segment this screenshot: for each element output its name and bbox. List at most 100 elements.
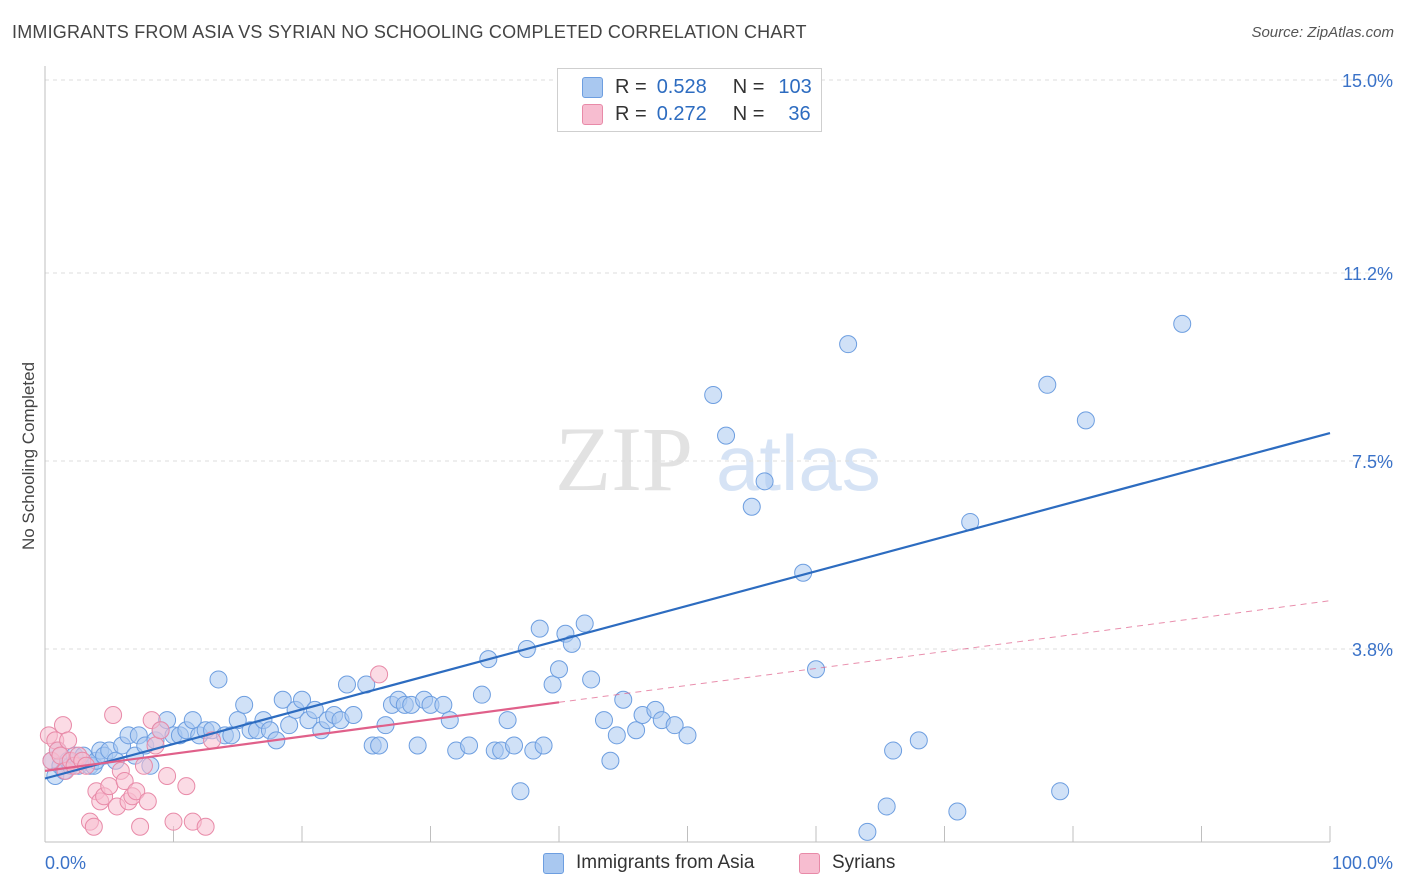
- syrian-point: [84, 817, 103, 836]
- asia-point: [1051, 782, 1070, 801]
- asia-point: [1076, 411, 1095, 430]
- bottom-legend-label: Immigrants from Asia: [576, 852, 755, 873]
- syrian-trend-extension: [558, 600, 1331, 703]
- legend-r-label: R =: [615, 75, 647, 98]
- asia-point: [1038, 375, 1057, 394]
- asia-point: [408, 736, 427, 755]
- asia-point: [582, 670, 601, 689]
- syrian-trend-line: [44, 701, 560, 772]
- asia-point: [704, 385, 723, 404]
- asia-point: [755, 472, 774, 491]
- syrian-point: [158, 766, 177, 785]
- syrian-point: [177, 777, 196, 796]
- asia-point: [717, 426, 736, 445]
- bottom-legend-syrians: Syrians: [799, 852, 895, 874]
- syrian-point: [131, 817, 150, 836]
- gridlines: [45, 79, 1395, 650]
- syrian-point: [100, 777, 119, 796]
- syrian-point: [134, 756, 153, 775]
- asia-point: [440, 711, 459, 730]
- asia-point: [370, 736, 389, 755]
- syrian-point: [370, 665, 389, 684]
- asia-point: [678, 726, 697, 745]
- asia-point: [550, 660, 568, 679]
- asia-point: [344, 706, 363, 724]
- syrian-point: [196, 817, 215, 836]
- syrian-point: [151, 721, 170, 740]
- asia-point: [183, 711, 202, 730]
- x-tick-label: 100.0%: [1332, 853, 1393, 873]
- syrian-point: [164, 812, 183, 831]
- asia-point: [460, 736, 479, 755]
- axes: [44, 66, 1331, 843]
- watermark-zip: ZIP: [555, 408, 693, 510]
- watermark: ZIP atlas: [555, 408, 881, 510]
- asia-point: [209, 670, 228, 689]
- legend-r-value: 0.272: [656, 102, 707, 125]
- legend-n-label: N =: [732, 102, 765, 125]
- y-tick-label: 3.8%: [1352, 640, 1393, 660]
- asia-point: [534, 736, 553, 755]
- asia-point: [280, 716, 299, 735]
- bottom-legend-swatch-asia: [543, 852, 564, 874]
- asia-point: [511, 782, 530, 801]
- asia-point: [665, 716, 684, 735]
- data-points: [39, 314, 1192, 841]
- asia-point: [337, 675, 356, 694]
- syrian-point: [104, 706, 123, 724]
- asia-point: [472, 685, 491, 704]
- asia-point: [293, 690, 311, 709]
- asia-point: [742, 497, 761, 516]
- legend-n-label: N =: [732, 75, 765, 98]
- correlation-legend: R = 0.528 N = 103 R = 0.272 N = 36: [557, 68, 822, 132]
- asia-point: [884, 741, 903, 760]
- asia-point: [498, 711, 517, 730]
- bottom-legend-swatch-syrians: [799, 852, 820, 874]
- asia-point: [948, 802, 967, 821]
- syrian-point: [138, 792, 157, 811]
- asia-point: [434, 695, 453, 714]
- bottom-legend-label: Syrians: [832, 852, 896, 873]
- legend-swatch-asia: [582, 76, 603, 98]
- source-label: Source: ZipAtlas.com: [1251, 24, 1394, 41]
- legend-row-asia: R = 0.528 N = 103: [582, 74, 812, 100]
- axis-labels: 3.8% 7.5% 11.2% 15.0% 0.0% 100.0% No Schooling…: [19, 71, 1393, 873]
- y-tick-label: 7.5%: [1352, 452, 1393, 472]
- asia-point: [222, 726, 241, 745]
- asia-point: [627, 721, 646, 740]
- legend-r-label: R =: [615, 102, 647, 125]
- syrian-point: [59, 731, 78, 750]
- asia-point: [614, 690, 633, 709]
- bottom-legend-asia: Immigrants from Asia: [543, 852, 754, 874]
- asia-point: [505, 736, 524, 755]
- asia-point: [807, 660, 825, 679]
- asia-point: [235, 695, 254, 714]
- watermark-atlas: atlas: [716, 419, 881, 507]
- syrian-point: [115, 772, 134, 791]
- asia-point: [607, 726, 626, 745]
- asia-point: [575, 614, 594, 633]
- trend-lines: [44, 431, 1331, 780]
- asia-point: [594, 711, 613, 730]
- y-tick-label: 15.0%: [1342, 71, 1393, 91]
- asia-point: [530, 619, 549, 638]
- asia-point: [543, 675, 562, 694]
- asia-point: [273, 690, 292, 709]
- chart-title: IMMIGRANTS FROM ASIA VS SYRIAN NO SCHOOL…: [12, 22, 807, 42]
- asia-point: [877, 797, 896, 816]
- asia-point: [562, 634, 581, 653]
- asia-point: [601, 751, 620, 770]
- x-tick-label: 0.0%: [45, 853, 86, 873]
- legend-n-value: 36: [788, 102, 811, 125]
- asia-point: [228, 711, 247, 730]
- legend-row-syrians: R = 0.272 N = 36: [582, 101, 811, 127]
- asia-point: [909, 731, 928, 750]
- legend-r-value: 0.528: [656, 75, 707, 98]
- asia-point: [858, 822, 877, 841]
- legend-swatch-syrians: [582, 103, 603, 125]
- y-tick-label: 11.2%: [1343, 264, 1393, 284]
- asia-point: [1173, 314, 1192, 333]
- syrian-point: [127, 782, 146, 801]
- y-axis-title: No Schooling Completed: [19, 362, 38, 550]
